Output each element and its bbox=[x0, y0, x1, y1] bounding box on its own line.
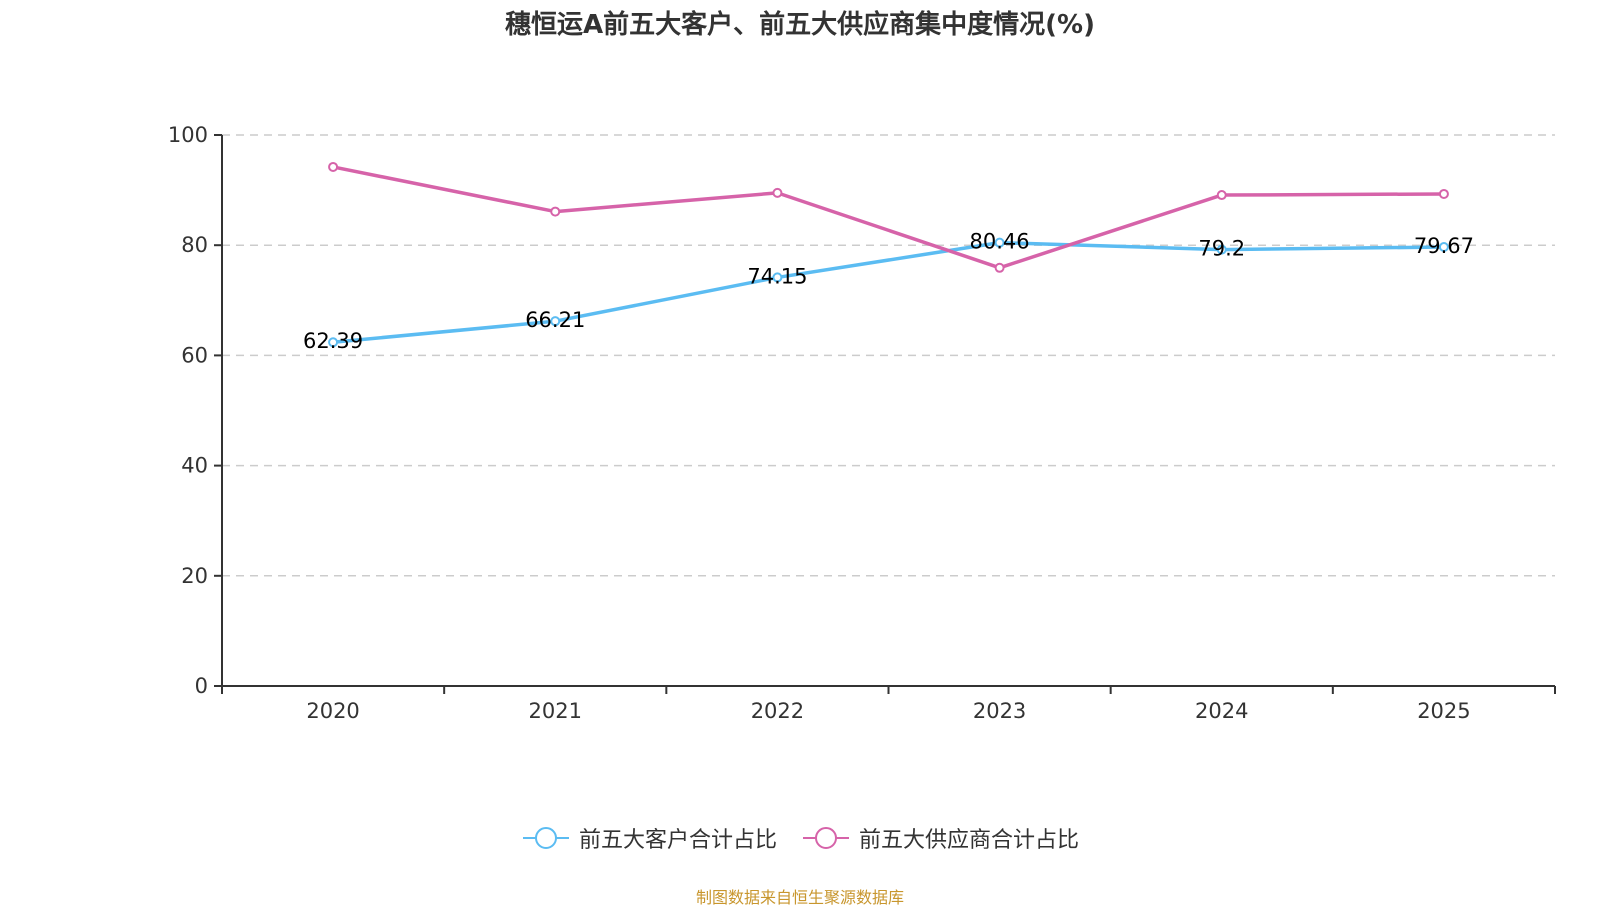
series-line-1 bbox=[332, 165, 1444, 270]
data-label: 79.2 bbox=[1198, 237, 1245, 261]
legend-marker-customers-icon bbox=[522, 827, 569, 849]
y-tick-label: 60 bbox=[181, 343, 208, 367]
x-tick-label: 2021 bbox=[529, 699, 582, 723]
legend-label-customers: 前五大客户合计占比 bbox=[578, 828, 777, 853]
data-point[interactable] bbox=[550, 206, 561, 217]
legend: 前五大客户合计占比 前五大供应商合计占比 bbox=[0, 822, 1600, 854]
data-label: 74.15 bbox=[747, 264, 807, 288]
data-point[interactable] bbox=[772, 272, 783, 283]
data-label: 79.67 bbox=[1414, 234, 1474, 258]
data-labels: 62.39 66.21 74.15 80.46 79.2 79.67 bbox=[303, 230, 1474, 354]
y-tick-label: 100 bbox=[168, 123, 208, 147]
data-point[interactable] bbox=[328, 161, 339, 172]
grid-lines bbox=[222, 134, 1555, 577]
data-point[interactable] bbox=[550, 316, 561, 327]
y-tick-label: 40 bbox=[181, 454, 208, 478]
legend-label-suppliers: 前五大供应商合计占比 bbox=[859, 828, 1080, 853]
data-point[interactable] bbox=[772, 187, 783, 198]
data-point[interactable] bbox=[1438, 188, 1449, 199]
data-label: 66.21 bbox=[525, 308, 585, 332]
chart-title: 穗恒运A前五大客户、前五大供应商集中度情况(%) bbox=[505, 10, 1095, 40]
data-point[interactable] bbox=[1438, 242, 1449, 253]
y-tick-label: 0 bbox=[195, 674, 208, 698]
legend-item-customers[interactable]: 前五大客户合计占比 bbox=[521, 822, 777, 854]
y-tick-label: 80 bbox=[181, 233, 208, 257]
x-tick-label: 2025 bbox=[1417, 699, 1470, 723]
legend-marker-suppliers-icon bbox=[803, 827, 849, 849]
data-label: 80.46 bbox=[970, 230, 1030, 254]
data-point[interactable] bbox=[994, 262, 1005, 273]
x-tick-label: 2024 bbox=[1195, 699, 1248, 723]
data-point[interactable] bbox=[328, 337, 339, 348]
legend-item-suppliers[interactable]: 前五大供应商合计占比 bbox=[801, 822, 1079, 854]
y-tick-label: 20 bbox=[181, 564, 208, 588]
series-line-0 bbox=[332, 240, 1444, 344]
x-tick-label: 2020 bbox=[306, 699, 359, 723]
x-tick-label: 2022 bbox=[751, 699, 804, 723]
series bbox=[328, 161, 1449, 348]
data-source-note: 制图数据来自恒生聚源数据库 bbox=[695, 888, 904, 907]
data-label: 62.39 bbox=[303, 329, 363, 353]
x-tick-label: 2023 bbox=[973, 699, 1026, 723]
data-point[interactable] bbox=[1216, 244, 1227, 255]
data-point[interactable] bbox=[994, 237, 1005, 248]
axes: 0 20 40 60 80 100 2020 2021 2022 2023 2024 2025 bbox=[168, 123, 1556, 723]
data-point[interactable] bbox=[1216, 190, 1227, 201]
